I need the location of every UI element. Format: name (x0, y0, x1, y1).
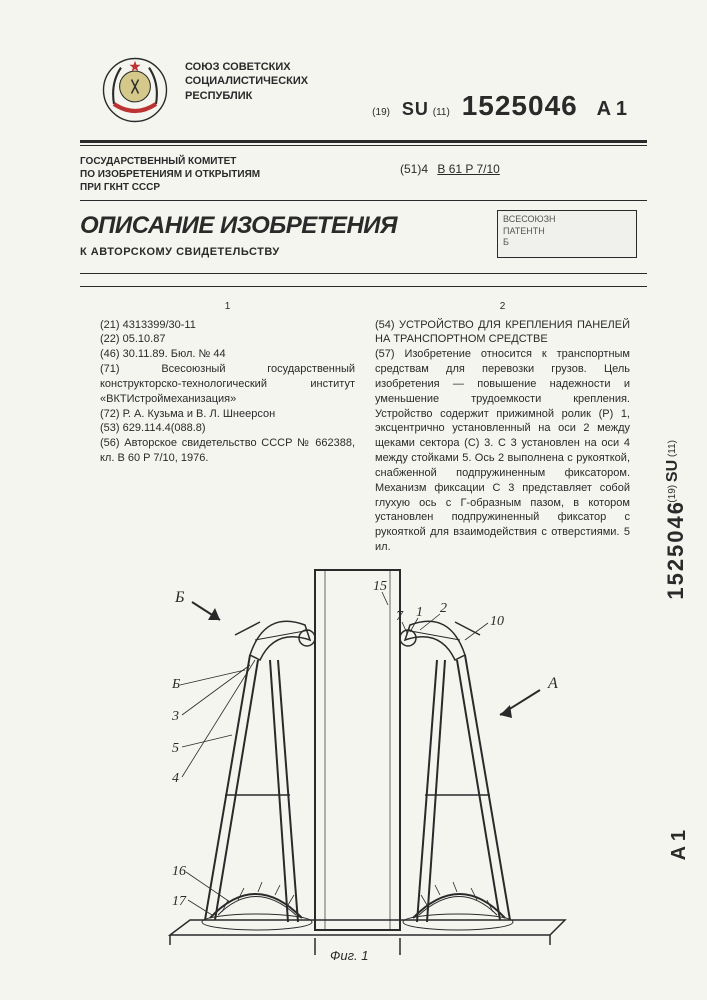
divider (80, 140, 647, 146)
svg-text:16: 16 (172, 864, 186, 879)
svg-text:1: 1 (416, 605, 423, 620)
svg-text:Б: Б (174, 589, 185, 606)
su-text: SU (402, 99, 429, 119)
arrow-a (500, 690, 540, 718)
su-num: 1525046 (462, 90, 578, 121)
right-clamp (400, 621, 513, 930)
side-suffix: A 1 (668, 830, 691, 860)
svg-text:А: А (547, 675, 558, 692)
text-columns: 1 (21) 4313399/30-11 (22) 05.10.87 (46) … (100, 300, 630, 555)
left-clamp (202, 621, 315, 930)
side-number: 1525046 (663, 500, 689, 600)
field-46: (46) 30.11.89. Бюл. № 44 (100, 347, 355, 362)
divider (80, 273, 647, 274)
su-prefix2: (11) (433, 107, 450, 118)
right-column: 2 (54) УСТРОЙСТВО ДЛЯ КРЕПЛЕНИЯ ПАНЕЛЕЙ … (375, 300, 630, 555)
svg-text:7: 7 (396, 609, 404, 624)
field-54-title: (54) УСТРОЙСТВО ДЛЯ КРЕПЛЕНИЯ ПАНЕЛЕЙ НА… (375, 318, 630, 348)
left-column: 1 (21) 4313399/30-11 (22) 05.10.87 (46) … (100, 300, 355, 555)
field-22: (22) 05.10.87 (100, 332, 355, 347)
svg-text:5: 5 (172, 741, 179, 756)
patent-page: СОЮЗ СОВЕТСКИХ СОЦИАЛИСТИЧЕСКИХ РЕСПУБЛИ… (0, 0, 707, 1000)
union-text: СОЮЗ СОВЕТСКИХ СОЦИАЛИСТИЧЕСКИХ РЕСПУБЛИ… (185, 60, 308, 103)
classif-code: B 61 P 7/10 (437, 162, 500, 176)
field-71: (71) Всесоюзный государственный конструк… (100, 362, 355, 407)
divider (80, 200, 647, 201)
field-57-abstract: (57) Изобретение относится к транспортны… (375, 347, 630, 555)
stamp-line: Б (503, 237, 631, 249)
field-21: (21) 4313399/30-11 (100, 318, 355, 333)
col-number: 1 (100, 300, 355, 314)
svg-text:10: 10 (490, 614, 504, 629)
classif-prefix: (51)4 (400, 162, 428, 176)
su-prefix: (19) (372, 107, 390, 118)
svg-text:4: 4 (172, 771, 179, 786)
figure-1: 15 7 1 2 10 А Б Б 3 5 4 (110, 560, 610, 960)
field-56: (56) Авторское свидетельство СССР № 6623… (100, 436, 355, 466)
svg-text:3: 3 (171, 709, 179, 724)
ussr-emblem (100, 55, 170, 125)
gov-line: ПРИ ГКНТ СССР (80, 181, 260, 194)
svg-text:17: 17 (172, 894, 187, 909)
document-number: (19) SU (11) 1525046 A 1 (372, 90, 627, 122)
union-line: СОЦИАЛИСТИЧЕСКИХ (185, 74, 308, 88)
document-title: ОПИСАНИЕ ИЗОБРЕТЕНИЯ (80, 212, 397, 240)
gov-line: ГОСУДАРСТВЕННЫЙ КОМИТЕТ (80, 155, 260, 168)
gov-line: ПО ИЗОБРЕТЕНИЯМ И ОТКРЫТИЯМ (80, 168, 260, 181)
field-72: (72) Р. А. Кузьма и В. Л. Шнеерсон (100, 407, 355, 422)
side-prefix: (19) SU (11) (664, 440, 682, 503)
arrow-b (192, 602, 220, 620)
union-line: РЕСПУБЛИК (185, 89, 308, 103)
classification: (51)4 B 61 P 7/10 (400, 162, 500, 176)
union-line: СОЮЗ СОВЕТСКИХ (185, 60, 308, 74)
gov-committee: ГОСУДАРСТВЕННЫЙ КОМИТЕТ ПО ИЗОБРЕТЕНИЯМ … (80, 155, 260, 194)
divider (80, 286, 647, 287)
figure-caption: Фиг. 1 (330, 948, 368, 963)
svg-text:Б: Б (171, 677, 180, 692)
col-number: 2 (375, 300, 630, 314)
stamp-line: ПАТЕНТН (503, 226, 631, 238)
svg-text:15: 15 (373, 579, 387, 594)
field-53: (53) 629.114.4(088.8) (100, 421, 355, 436)
library-stamp: ВСЕСОЮЗН ПАТЕНТН Б (497, 210, 637, 258)
su-suffix: A 1 (597, 98, 627, 120)
svg-text:2: 2 (440, 601, 447, 616)
stamp-line: ВСЕСОЮЗН (503, 214, 631, 226)
document-subtitle: К АВТОРСКОМУ СВИДЕТЕЛЬСТВУ (80, 246, 280, 258)
